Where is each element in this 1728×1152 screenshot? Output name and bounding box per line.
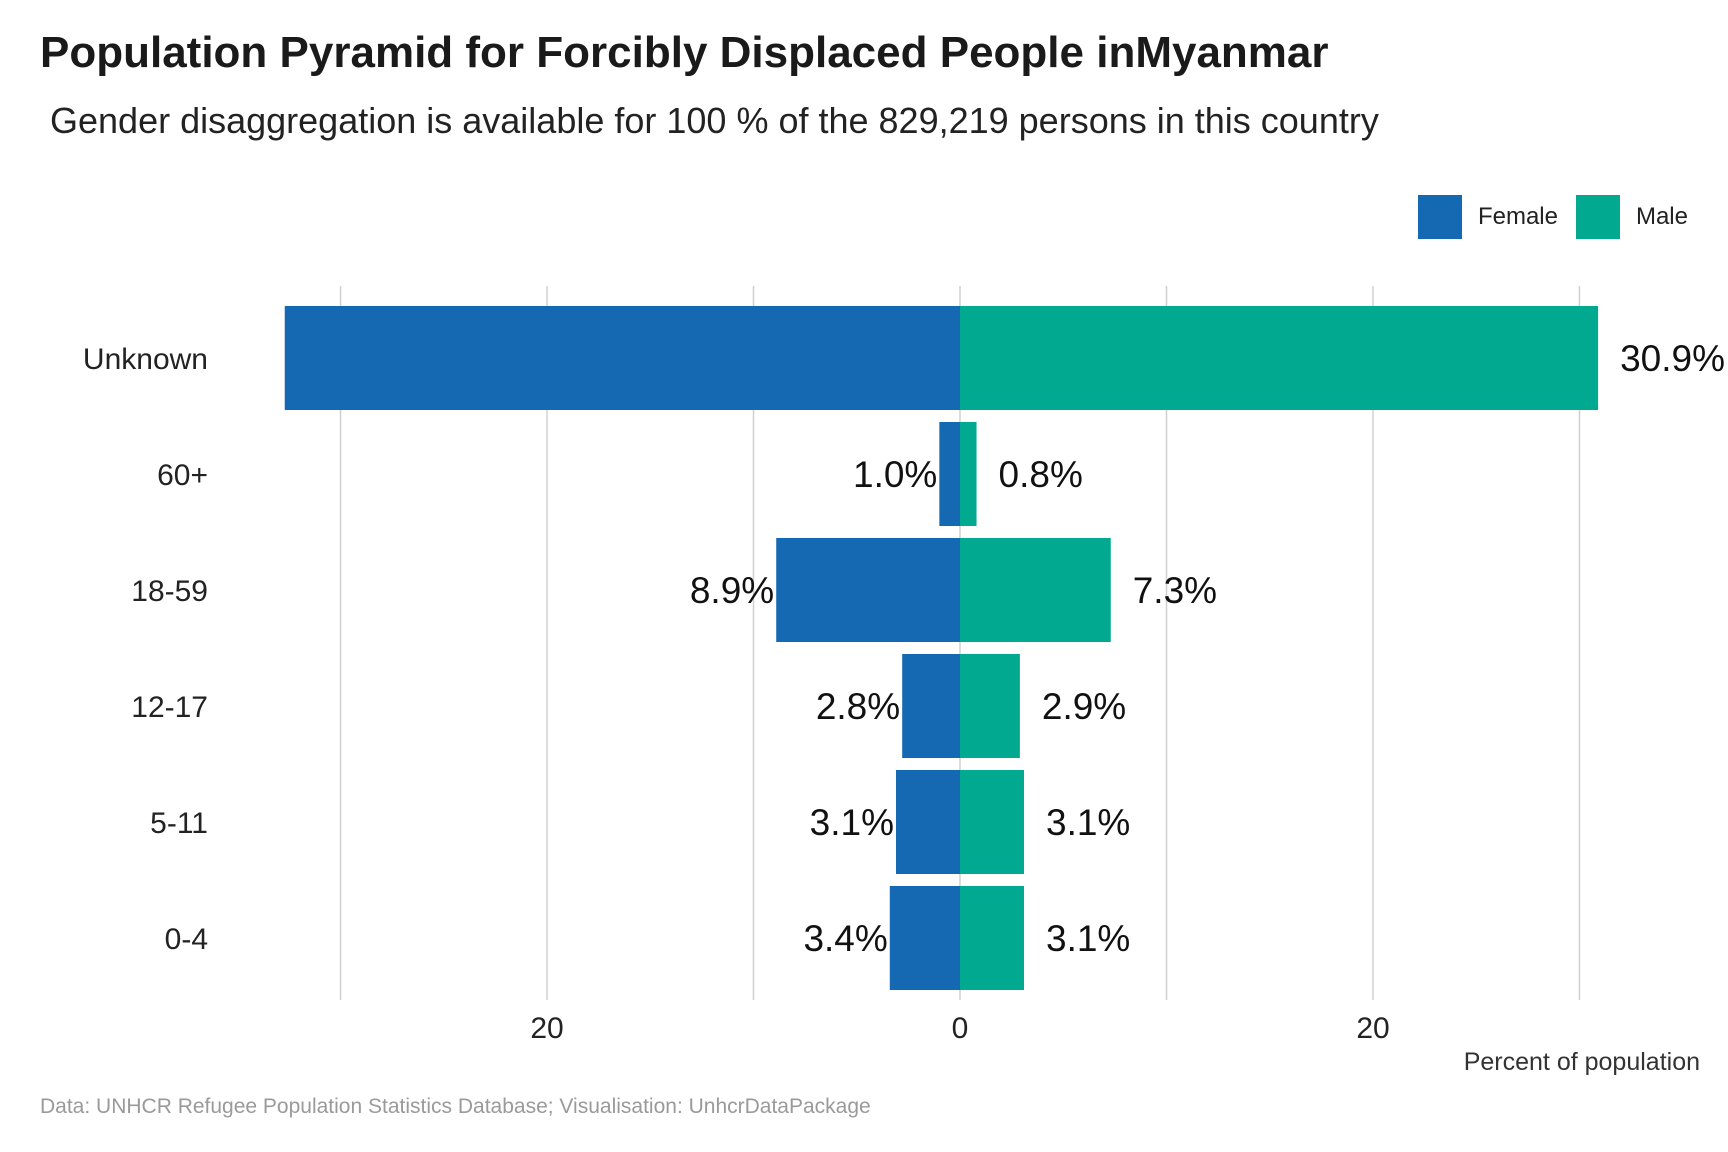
category-label: Unknown xyxy=(83,343,208,376)
data-label-female: 1.0% xyxy=(853,454,937,495)
category-label: 12-17 xyxy=(131,691,208,724)
x-tick-label: 0 xyxy=(952,1012,969,1045)
x-tick-label: 20 xyxy=(530,1012,563,1045)
x-tick-label: 20 xyxy=(1356,1012,1389,1045)
category-label: 60+ xyxy=(157,459,208,492)
category-label: 18-59 xyxy=(131,575,208,608)
legend-swatch-female xyxy=(1417,195,1462,239)
bar-female xyxy=(889,886,960,990)
data-label-male: 0.8% xyxy=(999,454,1083,495)
bar-male xyxy=(960,654,1020,758)
bar-female xyxy=(895,770,960,874)
legend-item-female: Female xyxy=(1417,195,1558,239)
data-label-female: 8.9% xyxy=(690,570,774,611)
bar-male xyxy=(960,770,1025,874)
data-label-male: 3.1% xyxy=(1046,802,1130,843)
legend-label-female: Female xyxy=(1477,203,1558,230)
data-label-female: 2.8% xyxy=(816,686,900,727)
data-label-male: 3.1% xyxy=(1046,918,1130,959)
bar-male xyxy=(960,306,1599,410)
bar-female xyxy=(902,654,960,758)
bar-male xyxy=(960,422,977,526)
bar-male xyxy=(960,886,1025,990)
bar-male xyxy=(960,538,1111,642)
category-label: 5-11 xyxy=(150,807,208,840)
data-label-male: 2.9% xyxy=(1042,686,1126,727)
legend-swatch-male xyxy=(1575,195,1620,239)
data-label-male: 30.9% xyxy=(1620,338,1725,379)
legend-label-male: Male xyxy=(1635,203,1688,230)
bar-female xyxy=(776,538,960,642)
legend-item-male: Male xyxy=(1575,195,1688,239)
data-label-male: 7.3% xyxy=(1133,570,1217,611)
chart-title: Population Pyramid for Forcibly Displace… xyxy=(40,28,1329,77)
x-axis-title: Percent of population xyxy=(1464,1048,1700,1076)
data-label-female: 3.1% xyxy=(810,802,894,843)
data-label-female: 3.4% xyxy=(803,918,887,959)
chart-subtitle: Gender disaggregation is available for 1… xyxy=(50,100,1379,141)
bar-female xyxy=(284,306,960,410)
chart-caption: Data: UNHCR Refugee Population Statistic… xyxy=(40,1095,871,1118)
category-label: 0-4 xyxy=(165,923,208,956)
bar-female xyxy=(939,422,960,526)
legend: Female Male xyxy=(1417,195,1688,239)
